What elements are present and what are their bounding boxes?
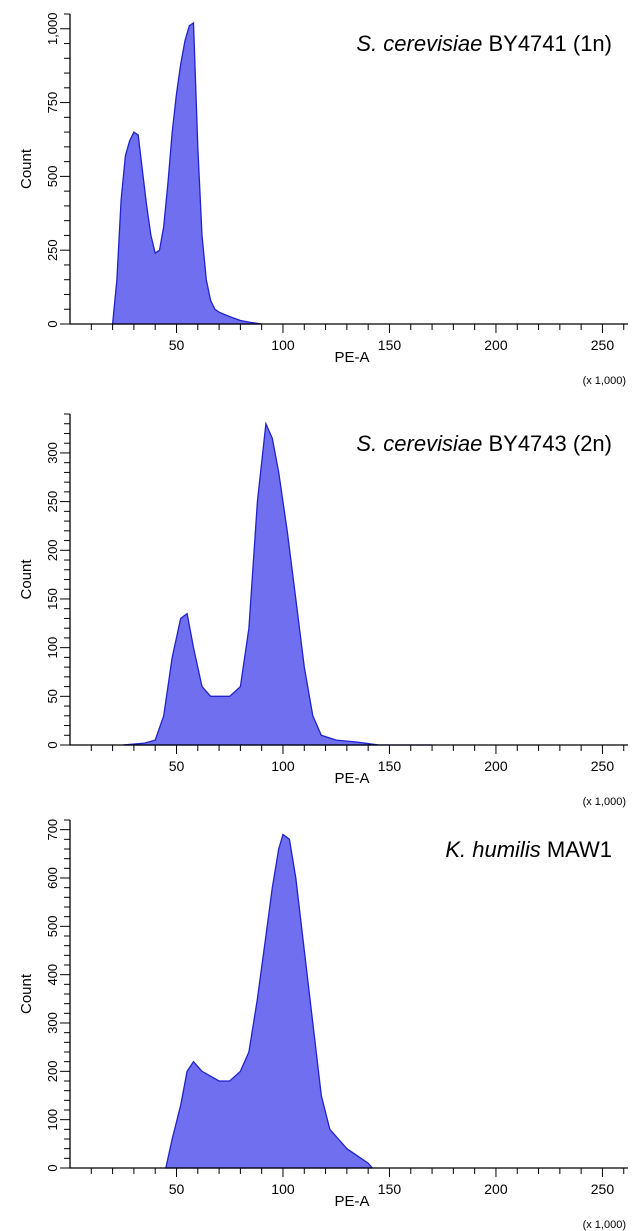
x-tick-label: 150 <box>378 1181 402 1197</box>
strain-species: S. cerevisiae <box>356 431 482 456</box>
y-tick-label: 400 <box>45 964 60 986</box>
x-tick-label: 150 <box>378 337 402 353</box>
histogram-area <box>111 21 262 325</box>
x-tick-label: 200 <box>484 1181 508 1197</box>
x-tick-label: 50 <box>169 337 185 353</box>
strain-label: S. cerevisiae BY4743 (2n) <box>356 431 612 456</box>
y-tick-label: 50 <box>45 689 60 703</box>
x-tick-label: 100 <box>271 758 295 774</box>
strain-name: BY4743 (2n) <box>482 431 612 456</box>
x-tick-label: 100 <box>271 337 295 353</box>
y-tick-label: 200 <box>45 1060 60 1082</box>
x-tick-label: 200 <box>484 337 508 353</box>
histogram-area <box>164 833 373 1169</box>
y-tick-label: 0 <box>45 741 60 748</box>
x-tick-label: 200 <box>484 758 508 774</box>
x-axis-title: PE-A <box>334 770 369 787</box>
strain-species: K. humilis <box>445 837 540 862</box>
y-tick-label: 100 <box>45 1109 60 1131</box>
x-tick-label: 50 <box>169 1181 185 1197</box>
histogram-panel-3: 50 100 150 200 250 0 100 200 300 400 500 600 700 Coun… <box>18 819 628 1231</box>
y-tick-label: 700 <box>45 819 60 841</box>
x-axis-multiplier: (x 1,000) <box>583 1219 626 1231</box>
y-tick-label: 750 <box>45 92 60 114</box>
x-axis-multiplier: (x 1,000) <box>583 796 626 808</box>
x-tick-label: 250 <box>591 1181 615 1197</box>
y-tick-label: 300 <box>45 442 60 464</box>
histogram-panel-1: 50 100 150 200 250 0 250 500 750 1,000 Count PE-A (x… <box>18 12 628 387</box>
x-axis-title: PE-A <box>334 349 369 366</box>
y-tick-label: 0 <box>45 1164 60 1171</box>
y-tick-label: 150 <box>45 588 60 610</box>
strain-name: MAW1 <box>541 837 612 862</box>
y-tick-label: 250 <box>45 491 60 513</box>
y-axis-title: Count <box>18 973 35 1014</box>
x-axis-title: PE-A <box>334 1193 369 1210</box>
histogram-panel-2: 50 100 150 200 250 0 50 100 150 200 250 300 Count PE-… <box>18 413 628 808</box>
x-tick-label: 250 <box>591 758 615 774</box>
strain-name: BY4741 (1n) <box>482 31 612 56</box>
y-tick-label: 200 <box>45 539 60 561</box>
y-axis-title: Count <box>18 148 35 189</box>
y-tick-label: 250 <box>45 239 60 261</box>
x-tick-label: 50 <box>169 758 185 774</box>
y-tick-label: 300 <box>45 1012 60 1034</box>
y-tick-label: 100 <box>45 637 60 659</box>
x-axis-multiplier: (x 1,000) <box>583 375 626 387</box>
x-tick-label: 150 <box>378 758 402 774</box>
y-tick-label: 1,000 <box>45 12 60 45</box>
strain-label: K. humilis MAW1 <box>445 837 612 862</box>
axis-frame <box>69 820 628 1169</box>
y-tick-label: 0 <box>45 320 60 327</box>
y-axis-title: Count <box>18 559 35 600</box>
y-tick-label: 500 <box>45 915 60 937</box>
histogram-area <box>123 421 433 746</box>
x-tick-label: 250 <box>591 337 615 353</box>
strain-label: S. cerevisiae BY4741 (1n) <box>356 31 612 56</box>
y-tick-label: 500 <box>45 166 60 188</box>
x-tick-label: 100 <box>271 1181 295 1197</box>
axis-frame <box>69 414 628 746</box>
strain-species: S. cerevisiae <box>356 31 482 56</box>
y-tick-label: 600 <box>45 867 60 889</box>
